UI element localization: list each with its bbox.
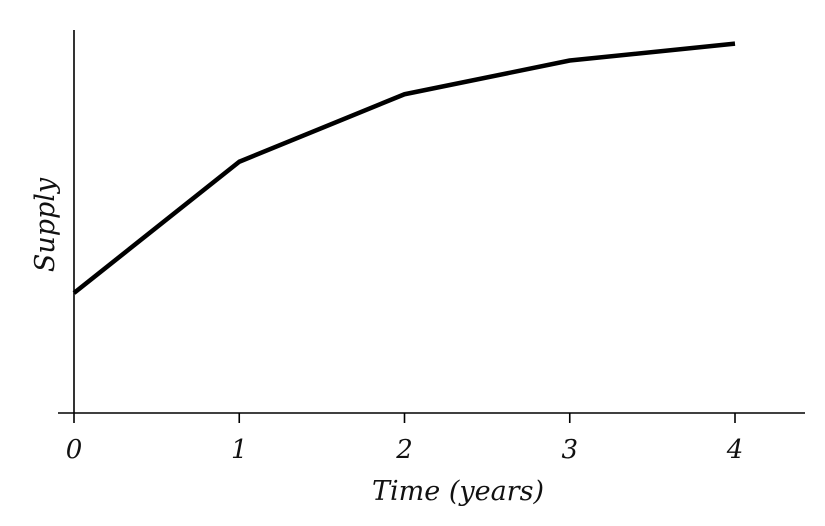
x-axis-title: Time (years) xyxy=(372,476,544,507)
x-tick-label: 0 xyxy=(66,435,83,465)
y-axis-title: Supply xyxy=(30,177,61,272)
x-tick-label: 1 xyxy=(231,435,248,465)
supply-series-line xyxy=(72,41,736,295)
x-tick-label: 2 xyxy=(395,435,413,465)
x-tick-label: 3 xyxy=(561,435,578,465)
axes xyxy=(58,30,805,414)
x-tick-label: 4 xyxy=(726,435,744,465)
x-ticks: 0 1 2 3 4 xyxy=(66,413,744,465)
series-layer xyxy=(72,41,736,295)
